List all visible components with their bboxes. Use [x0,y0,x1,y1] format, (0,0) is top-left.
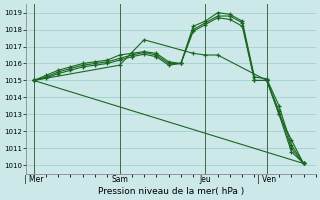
X-axis label: Pression niveau de la mer( hPa ): Pression niveau de la mer( hPa ) [98,187,244,196]
